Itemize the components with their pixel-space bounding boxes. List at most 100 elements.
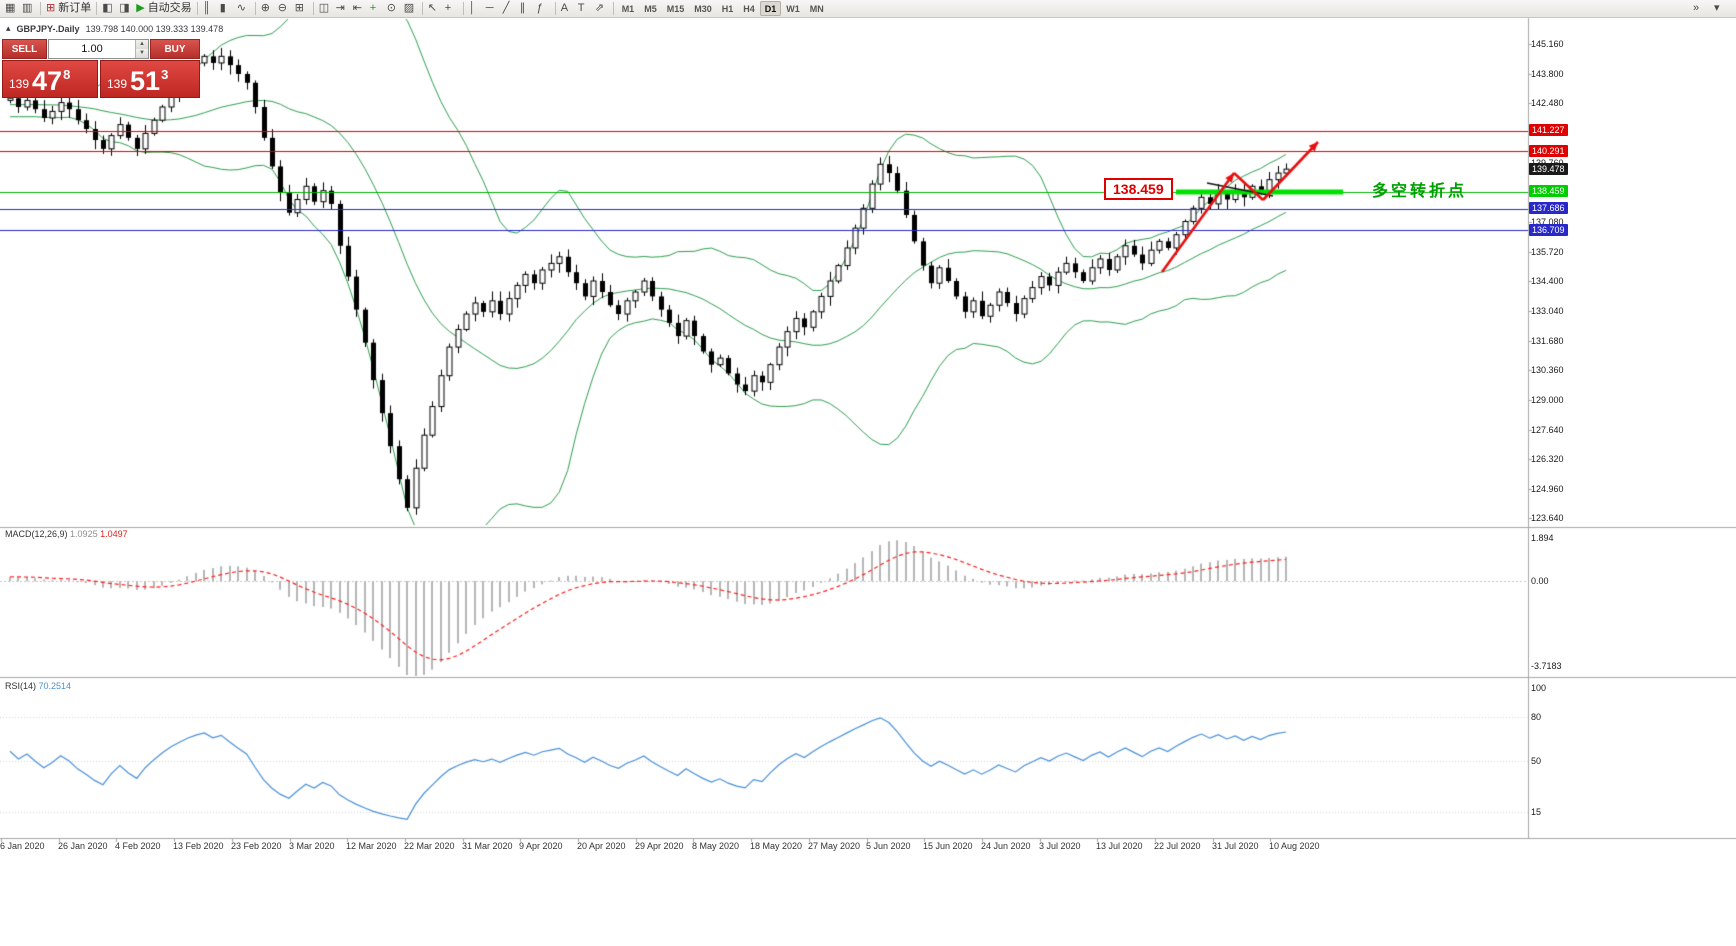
templates-icon[interactable]: ▨: [402, 1, 419, 17]
trendline-icon[interactable]: ╱: [501, 1, 518, 17]
timeframe-m1[interactable]: M1: [617, 1, 640, 16]
time-axis-label: 3 Jul 2020: [1039, 841, 1081, 851]
timeframe-m5[interactable]: M5: [639, 1, 662, 16]
trade-controls-row: SELL 1.00 ▲ ▼ BUY: [2, 39, 200, 59]
price-line-badge: 138.459: [1529, 185, 1568, 198]
indicators-icon-glyph: +: [369, 2, 377, 14]
new-order-button[interactable]: ⊞ 新订单: [44, 1, 93, 17]
auto-scroll-icon[interactable]: ⇥: [334, 1, 351, 17]
toolbar-separator: [554, 2, 556, 15]
macd-scale-label: -3.7183: [1531, 661, 1562, 671]
periods-icon[interactable]: ⊙: [385, 1, 402, 17]
auto-scroll-icon-glyph: ⇥: [335, 2, 345, 14]
new-order-button-glyph: ⊞: [46, 2, 56, 14]
horizontal-line-icon[interactable]: ─: [484, 1, 501, 17]
timeframe-m15[interactable]: M15: [662, 1, 690, 16]
arrows-icon[interactable]: ⇗: [593, 1, 610, 17]
price-line-badge: 136.709: [1529, 223, 1568, 236]
tile-windows-icon[interactable]: ◫: [317, 1, 334, 17]
chart-shift-icon-glyph: ⇤: [352, 2, 362, 14]
symbol-ohlc: 139.798 140.000 139.333 139.478: [85, 23, 224, 34]
periods-icon-glyph: ⊙: [386, 2, 396, 14]
bar-chart-icon-glyph: ║: [202, 2, 211, 14]
bar-chart-icon[interactable]: ║: [201, 1, 218, 17]
market-watch-icon-glyph: ◧: [102, 2, 113, 14]
zoom-in-icon[interactable]: ⊕: [259, 1, 276, 17]
rsi-scale-label: 50: [1531, 756, 1542, 766]
trade-price-row: 139 47 8 139 51 3: [2, 60, 200, 98]
indicators-icon[interactable]: +: [368, 1, 385, 17]
toolbar-separator: [612, 2, 614, 15]
fibonacci-icon[interactable]: ƒ: [535, 1, 552, 17]
market-watch-icon[interactable]: ◧: [100, 1, 117, 17]
price-tick: 126.320: [1531, 453, 1564, 464]
text-icon[interactable]: A: [559, 1, 576, 17]
crosshair-icon[interactable]: +: [443, 1, 460, 17]
turning-point-annotation: 多空转折点: [1372, 183, 1468, 200]
rsi-scale-label: 100: [1531, 683, 1547, 693]
zoom-out-icon[interactable]: ⊖: [276, 1, 293, 17]
price-level-annotation: 138.459: [1104, 178, 1173, 200]
price-tick: 145.160: [1531, 39, 1564, 49]
buy-price-box[interactable]: 139 51 3: [100, 60, 200, 98]
line-chart-icon[interactable]: ∿: [235, 1, 252, 17]
vertical-line-icon[interactable]: │: [467, 1, 484, 17]
text-label-icon-glyph: T: [577, 2, 585, 14]
toolbar-items: ▦ ▥ ⊞ 新订单 ◧ ◨ ▶ 自动交易 ║ ▮ ∿ ⊕ ⊖ ⊞ ◫ ⇥ ⇤ + ⊙ ▨ ↖ + │ ─ ╱ ∥ ƒ A T ⇗ M1 M5 M…: [3, 0, 829, 17]
toolbar-options-icon[interactable]: ▾: [1714, 2, 1720, 14]
chart-shift-icon[interactable]: ⇤: [351, 1, 368, 17]
volume-spinner: ▲ ▼: [135, 40, 148, 58]
rsi-indicator-label: RSI(14) 70.2514: [5, 681, 71, 691]
timeframe-mn[interactable]: MN: [805, 1, 829, 16]
volume-down-icon[interactable]: ▼: [136, 49, 148, 58]
time-axis-label: 20 Apr 2020: [577, 841, 626, 851]
toolbar-separator: [196, 2, 198, 15]
volume-field[interactable]: 1.00 ▲ ▼: [48, 39, 149, 59]
sell-price-box[interactable]: 139 47 8: [2, 60, 98, 98]
toolbar-separator: [40, 2, 41, 15]
text-icon-glyph: A: [560, 2, 569, 14]
zoom-in-icon-glyph: ⊕: [260, 2, 270, 14]
volume-value[interactable]: 1.00: [81, 43, 103, 55]
buy-button[interactable]: BUY: [150, 39, 200, 59]
chart-profiles-icon-glyph: ▥: [22, 2, 33, 14]
volume-up-icon[interactable]: ▲: [136, 40, 148, 49]
price-line-badge: 139.478: [1529, 162, 1568, 175]
chart-profiles-icon[interactable]: ▥: [20, 1, 37, 17]
one-click-trading-panel: SELL 1.00 ▲ ▼ BUY 139 47 8 139 51 3: [2, 39, 200, 98]
timeframe-m30[interactable]: M30: [689, 1, 717, 16]
equidistant-channel-icon[interactable]: ∥: [518, 1, 535, 17]
toolbar-separator: [421, 2, 423, 15]
line-chart-icon-glyph: ∿: [236, 2, 246, 14]
time-axis-label: 15 Jun 2020: [923, 841, 973, 851]
new-chart-icon[interactable]: ▦: [3, 1, 20, 17]
navigator-icon[interactable]: ◨: [117, 1, 134, 17]
text-label-icon[interactable]: T: [576, 1, 593, 17]
cursor-icon[interactable]: ↖: [426, 1, 443, 17]
toolbar-expand-icon[interactable]: »: [1693, 2, 1700, 14]
trade-panel-collapse-icon[interactable]: ▴: [6, 23, 11, 33]
timeframe-h4[interactable]: H4: [738, 1, 760, 16]
grid-icon[interactable]: ⊞: [293, 1, 310, 17]
time-axis-label: 31 Jul 2020: [1212, 841, 1259, 851]
macd-scale-label: 1.894: [1531, 533, 1554, 543]
candlestick-chart-icon[interactable]: ▮: [218, 1, 235, 17]
buy-price-prefix: 139: [107, 77, 128, 91]
price-tick: 129.000: [1531, 394, 1564, 405]
timeframe-h1[interactable]: H1: [717, 1, 739, 16]
timeframe-w1[interactable]: W1: [781, 1, 805, 16]
candlestick-chart-icon-glyph: ▮: [219, 2, 226, 14]
sell-button[interactable]: SELL: [2, 39, 47, 59]
timeframe-d1[interactable]: D1: [759, 1, 782, 16]
auto-trading-button[interactable]: ▶ 自动交易: [134, 1, 193, 17]
rsi-name: RSI(14): [5, 681, 37, 691]
toolbar-right: » ▾: [1691, 1, 1733, 17]
price-tick: 143.800: [1531, 68, 1564, 79]
arrows-icon-glyph: ⇗: [594, 2, 604, 14]
time-axis-label: 18 May 2020: [750, 841, 803, 851]
time-axis-label: 3 Mar 2020: [289, 841, 335, 851]
macd-scale-label: 0.00: [1531, 576, 1549, 587]
zoom-out-icon-glyph: ⊖: [277, 2, 287, 14]
equidistant-channel-icon-glyph: ∥: [519, 2, 526, 14]
